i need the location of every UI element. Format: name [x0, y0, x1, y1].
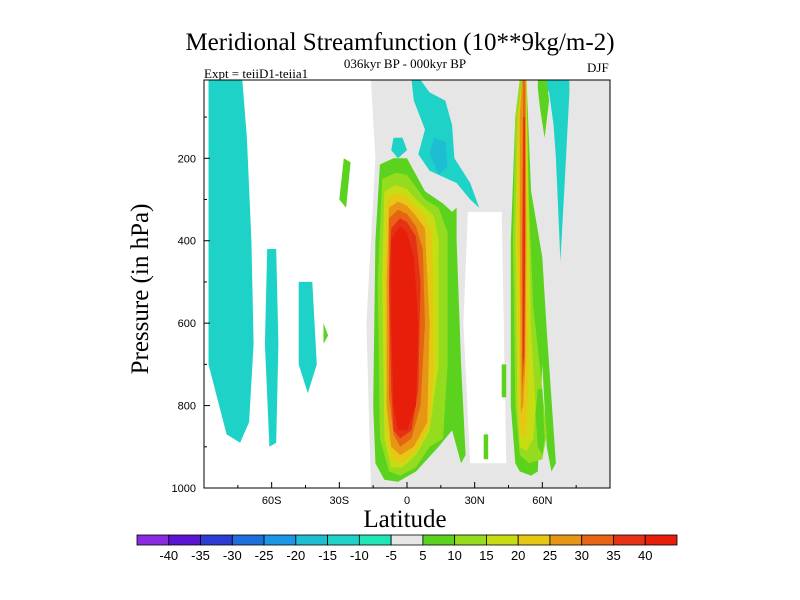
- colorbar-swatch: [168, 534, 201, 546]
- colorbar-label: -10: [350, 548, 369, 563]
- contour-region-6: [391, 137, 407, 159]
- contour-region-0: [208, 80, 254, 443]
- colorbar-label: -35: [191, 548, 210, 563]
- colorbar-label: -25: [255, 548, 274, 563]
- x-tick-label: 60N: [532, 495, 552, 507]
- y-axis: 200 400 600 800 1000: [172, 116, 210, 495]
- x-axis: 60S 30S 0 30N 60N: [237, 482, 577, 507]
- x-tick-label: 30N: [465, 495, 485, 507]
- contour-region-24: [537, 80, 550, 138]
- x-tick-label: 60S: [262, 495, 282, 507]
- y-tick-label: 600: [178, 318, 196, 330]
- colorbar: -40 -35 -30 -25 -20 -15 -10 -5 5 10 15 20 25 30 35 40: [136, 534, 678, 563]
- contour-region-22: [522, 117, 525, 365]
- colorbar-swatch: [581, 534, 614, 546]
- colorbar-label: 15: [479, 548, 493, 563]
- unshaded-region: [463, 211, 507, 464]
- colorbar-label: -30: [223, 548, 242, 563]
- colorbar-label: 30: [574, 548, 588, 563]
- colorbar-label: -5: [385, 548, 397, 563]
- season-label: DJF: [587, 60, 609, 75]
- colorbar-label: 5: [419, 548, 426, 563]
- y-tick-label: 1000: [172, 483, 196, 495]
- contour-region-27: [501, 364, 507, 398]
- colorbar-swatch: [263, 534, 297, 546]
- y-tick-label: 400: [178, 236, 196, 248]
- chart-period: 036kyr BP - 000kyr BP: [343, 56, 467, 71]
- x-axis-label: Latitude: [363, 506, 447, 533]
- colorbar-swatch: [327, 534, 360, 546]
- contour-region-26: [483, 434, 489, 460]
- colorbar-swatch: [644, 534, 678, 546]
- colorbar-label: 10: [447, 548, 461, 563]
- colorbar-swatch: [549, 534, 583, 546]
- colorbar-swatch: [231, 534, 265, 546]
- y-tick-label: 200: [178, 153, 196, 165]
- colorbar-swatch: [200, 534, 233, 546]
- colorbar-label: 35: [606, 548, 620, 563]
- colorbar-swatch: [486, 534, 519, 546]
- contour-region-4: [323, 323, 329, 344]
- plot-area: [204, 80, 610, 488]
- colorbar-swatch: [358, 534, 392, 546]
- colorbar-swatch: [390, 534, 424, 546]
- x-tick-label: 30S: [330, 495, 350, 507]
- colorbar-label: -15: [318, 548, 337, 563]
- x-tick-label: 0: [404, 495, 410, 507]
- colorbar-swatch: [295, 534, 328, 546]
- contour-region-3: [339, 158, 351, 208]
- colorbar-swatch: [422, 534, 456, 546]
- colorbar-label: 20: [511, 548, 525, 563]
- chart-title: Meridional Streamfunction (10**9kg/m-2): [185, 29, 615, 56]
- contour-region-23: [542, 80, 570, 262]
- colorbar-label: 25: [543, 548, 557, 563]
- contour-region-1: [264, 249, 279, 447]
- colorbar-label: -20: [286, 548, 305, 563]
- contour-region-2: [298, 281, 317, 394]
- contour-region-25: [535, 389, 545, 455]
- contour-region-7: [429, 137, 448, 175]
- colorbar-swatch: [454, 534, 487, 546]
- colorbar-label: -40: [159, 548, 178, 563]
- experiment-label: Expt = teiiD1-teiia1: [204, 66, 309, 81]
- colorbar-swatch: [136, 534, 170, 546]
- y-tick-label: 800: [178, 401, 196, 413]
- colorbar-swatch: [613, 534, 646, 546]
- colorbar-label: 40: [638, 548, 652, 563]
- colorbar-swatch: [517, 534, 551, 546]
- contour-region-15: [391, 226, 419, 431]
